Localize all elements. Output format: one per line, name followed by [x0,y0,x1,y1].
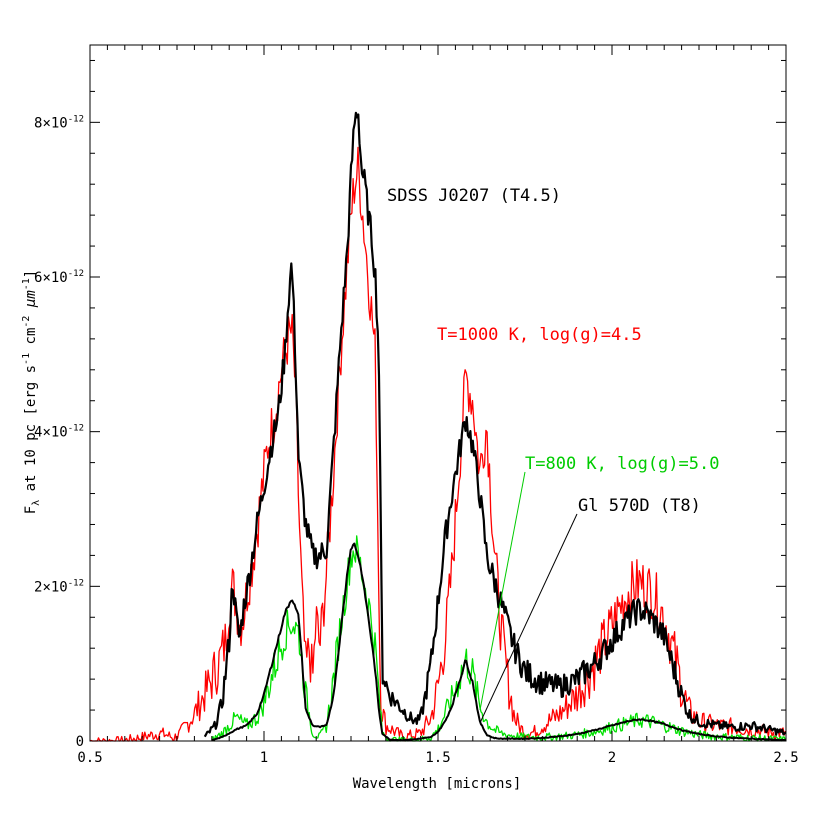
axes-layer: 0.5 1 1.5 2 2.5 0 2×10-12 4×10-12 6×10-12 8×10-12 [34,44,799,766]
series-line-sdss-j0207-t4-5 [203,111,787,738]
y-tick-label: 6×10-12 [34,269,84,286]
annotation-t800: T=800 K, log(g)=5.0 [525,454,719,474]
y-axis-label: Fλ at 10 pc [erg s-1 cm-2 μm-1] [21,270,42,515]
y-tick-label: 2×10-12 [34,578,84,595]
x-tick-label: 0.5 [77,750,102,766]
y-tick-label: 4×10-12 [34,424,84,441]
annotation-gl570d: Gl 570D (T8) [578,496,701,516]
plot-frame [89,44,787,742]
x-tick-label: 2 [608,750,616,766]
annotation-t1000: T=1000 K, log(g)=4.5 [437,325,642,345]
pointer-line-gl570d [479,513,578,724]
series-line-t-1000-k-log-g-4-5 [89,146,787,742]
series-line-gl-570d-t8 [211,542,786,742]
series-line-t-800-k-log-g-5-0 [211,535,787,742]
x-axis-label: Wavelength [microns] [353,776,522,792]
series-layer [89,111,787,742]
x-tick-label: 1 [260,750,268,766]
x-tick-label: 2.5 [773,750,798,766]
y-tick-label: 0 [76,734,84,750]
annotation-sdss-j0207: SDSS J0207 (T4.5) [387,186,561,206]
x-tick-label: 1.5 [425,750,450,766]
y-tick-label: 8×10-12 [34,114,84,131]
pointer-line-t800 [479,471,526,711]
